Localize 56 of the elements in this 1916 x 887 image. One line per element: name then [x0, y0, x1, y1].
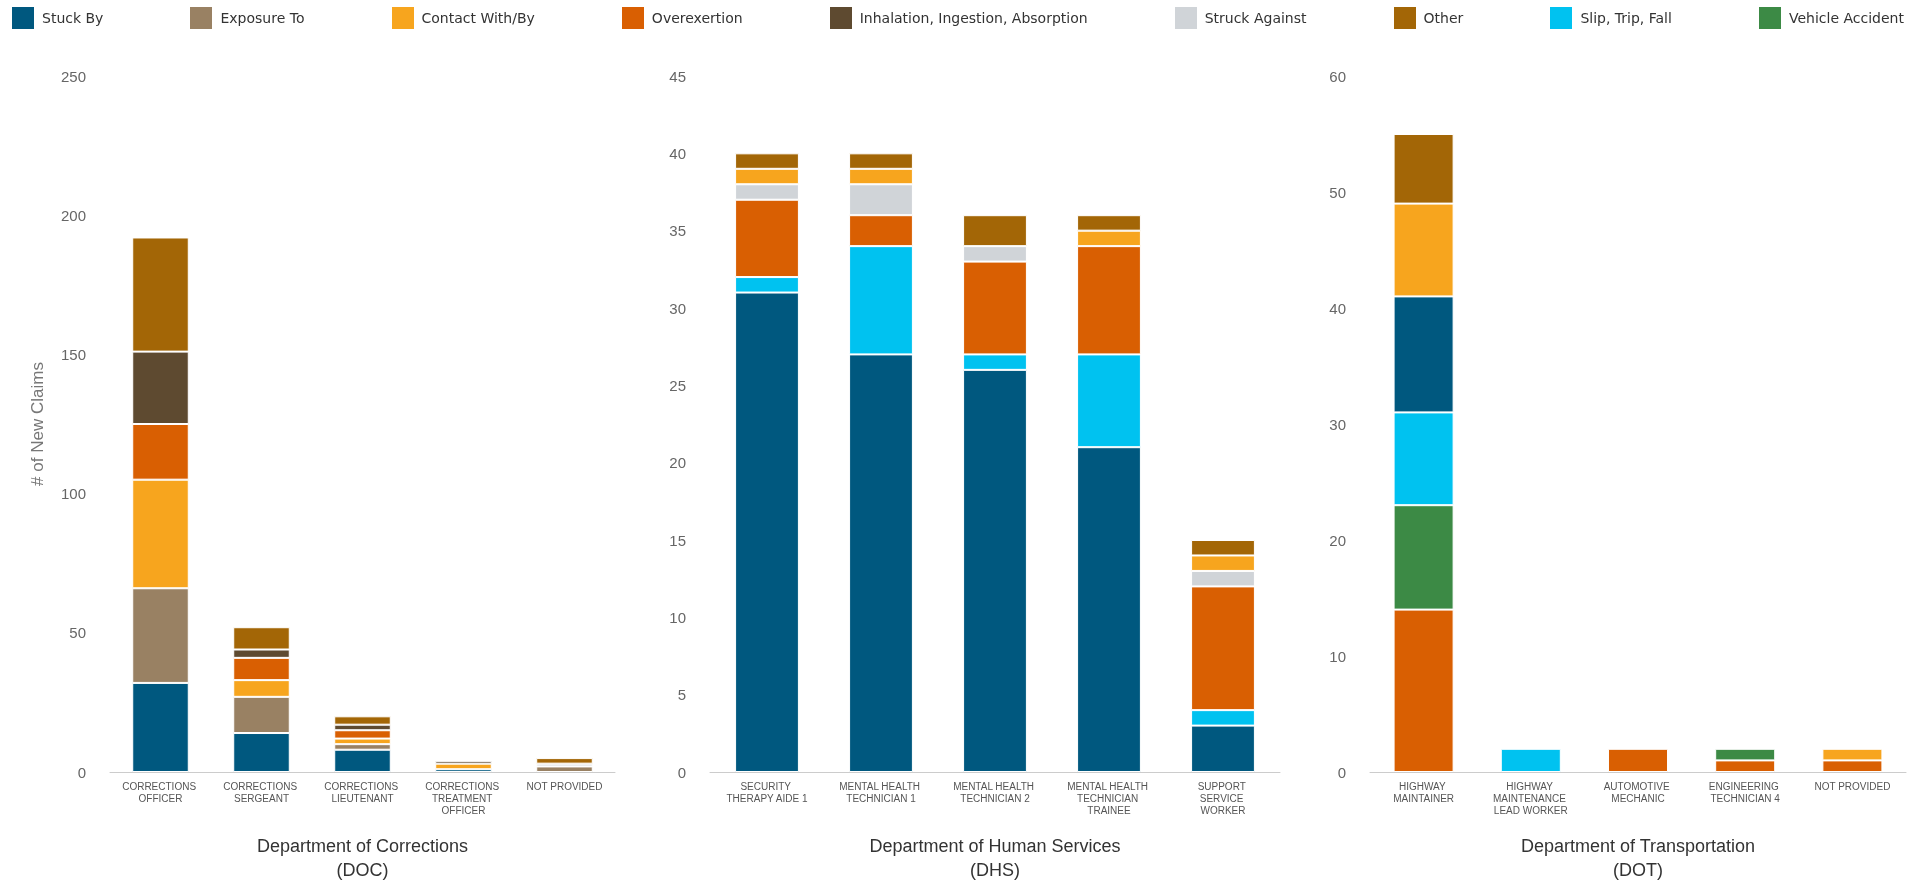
y-tick-label: 250	[60, 67, 86, 85]
bar	[536, 758, 593, 764]
y-tick-label: 0	[77, 763, 86, 781]
legend-label: Stuck By	[42, 10, 104, 26]
y-tick-label: 20	[669, 454, 686, 472]
y-tick-label: 45	[669, 67, 686, 85]
legend-label: Contact With/By	[421, 10, 535, 26]
x-tick-label: CORRECTIONS OFFICER	[122, 780, 199, 804]
legend-label: Overexertion	[651, 10, 743, 26]
legend-label: Inhalation, Ingestion, Absorption	[859, 10, 1088, 26]
y-tick-label: 35	[669, 222, 686, 240]
x-tick-label: MENTAL HEALTH TECHNICIAN 1	[839, 780, 923, 804]
x-tick-label: HIGHWAY MAINTENANCE LEAD WORKER	[1493, 780, 1569, 816]
y-tick-label: 25	[669, 376, 686, 394]
legend-label: Exposure To	[220, 10, 305, 26]
y-tick-label: 100	[60, 485, 86, 503]
y-tick-label: 200	[60, 206, 86, 224]
y-tick-label: 0	[1337, 763, 1346, 781]
y-tick-label: 60	[1329, 67, 1346, 85]
bar	[435, 763, 492, 770]
legend-label: Struck Against	[1204, 10, 1307, 26]
x-tick-label: MENTAL HEALTH TECHNICIAN 2	[953, 780, 1037, 804]
bar	[1607, 748, 1669, 772]
y-tick-label: 30	[669, 299, 686, 317]
y-tick-label: 150	[60, 345, 86, 363]
x-tick-label: HIGHWAY MAINTAINER	[1393, 780, 1455, 804]
x-tick-label: CORRECTIONS TREATMENT OFFICER	[425, 780, 502, 816]
y-tick-label: 10	[669, 608, 686, 626]
x-tick-label: NOT PROVIDED	[1814, 780, 1891, 792]
bar	[1500, 748, 1561, 772]
x-tick-label: MENTAL HEALTH TECHNICIAN TRAINEE	[1067, 780, 1151, 816]
y-tick-label: 30	[1329, 415, 1346, 433]
x-axis-title: Department of Human Services (DHS)	[869, 836, 1121, 880]
x-axis-title: Department of Corrections (DOC)	[256, 836, 469, 880]
legend-label: Vehicle Accident	[1788, 10, 1904, 26]
x-tick-label: SUPPORT SERVICE WORKER	[1197, 780, 1249, 816]
y-tick-label: 40	[1329, 299, 1346, 317]
legend-label: Other	[1423, 10, 1464, 26]
x-tick-label: CORRECTIONS LIEUTENANT	[324, 780, 401, 804]
y-tick-label: 10	[1329, 647, 1346, 665]
y-tick-label: 20	[1329, 531, 1346, 549]
x-tick-label: AUTOMOTIVE MECHANIC	[1603, 780, 1673, 804]
bar	[536, 766, 593, 772]
y-axis-title: # of New Claims	[28, 362, 47, 486]
y-tick-label: 0	[677, 763, 686, 781]
x-tick-label: CORRECTIONS SERGEANT	[223, 780, 300, 804]
y-tick-label: 50	[1329, 183, 1346, 201]
x-tick-label: NOT PROVIDED	[526, 780, 603, 792]
legend-label: Slip, Trip, Fall	[1580, 10, 1672, 26]
y-tick-label: 50	[69, 624, 86, 642]
y-tick-label: 15	[669, 531, 686, 549]
x-tick-label: SECURITY THERAPY AIDE 1	[726, 780, 808, 804]
y-tick-label: 5	[677, 686, 686, 704]
y-tick-label: 40	[669, 144, 686, 162]
x-axis-title: Department of Transportation (DOT)	[1520, 836, 1756, 880]
x-tick-label: ENGINEERING TECHNICIAN 4	[1708, 780, 1782, 804]
